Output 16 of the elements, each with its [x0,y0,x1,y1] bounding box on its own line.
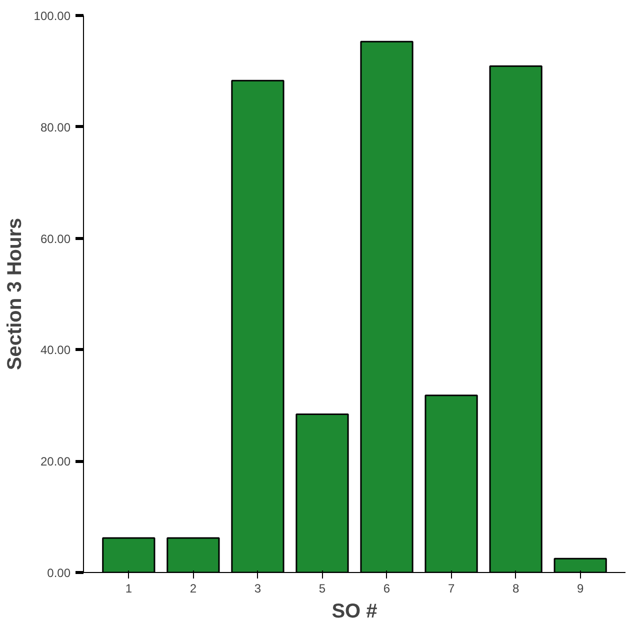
y-tick-label: 0.00 [47,566,71,580]
y-axis-title: Section 3 Hours [4,218,26,370]
x-tick-label: 2 [190,582,197,596]
y-tick-label: 100.00 [34,9,71,23]
x-tick-label: 5 [318,582,326,596]
y-tick-label: 40.00 [40,343,71,358]
y-tick-label: 60.00 [40,232,71,246]
x-tick-label: 7 [448,582,455,596]
x-tick-label: 9 [576,582,584,596]
x-tick-label: 1 [125,582,132,596]
x-tick-label: 6 [383,582,390,596]
x-tick-label: 8 [512,582,520,596]
y-tick-label: 20.00 [40,454,71,469]
y-tick-label: 80.00 [40,120,71,134]
x-tick-label: 3 [254,582,262,596]
x-axis-title: SO # [332,600,378,622]
